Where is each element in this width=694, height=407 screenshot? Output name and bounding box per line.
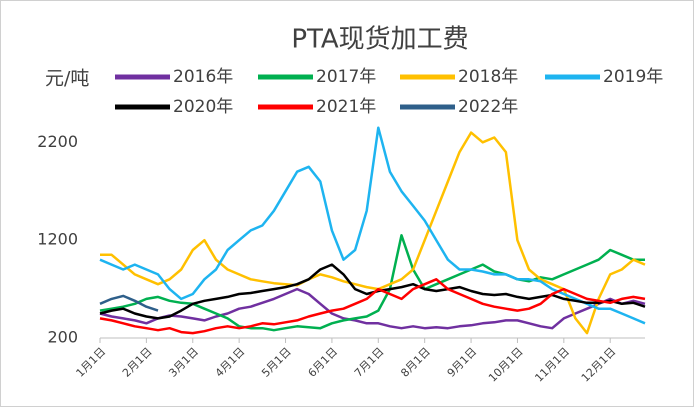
legend-label: 2019年: [603, 67, 663, 87]
y-tick-label: 2200: [37, 132, 78, 151]
series-line: [100, 131, 646, 335]
series-line: [99, 278, 646, 335]
y-tick-label: 1200: [37, 230, 78, 249]
series-line: [99, 287, 646, 330]
legend-label: 2017年: [316, 67, 376, 87]
y-axis-label: 元/吨: [45, 68, 89, 90]
legend-label: 2021年: [316, 97, 376, 117]
series-line: [99, 294, 159, 312]
series-line: [99, 126, 646, 325]
legend-label: 2022年: [458, 97, 518, 117]
legend-label: 2016年: [173, 67, 233, 87]
legend-label: 2020年: [173, 97, 233, 117]
legend-label: 2018年: [458, 67, 518, 87]
y-tick-label: 200: [47, 328, 78, 347]
chart-title: PTA现货加工费: [291, 25, 468, 55]
